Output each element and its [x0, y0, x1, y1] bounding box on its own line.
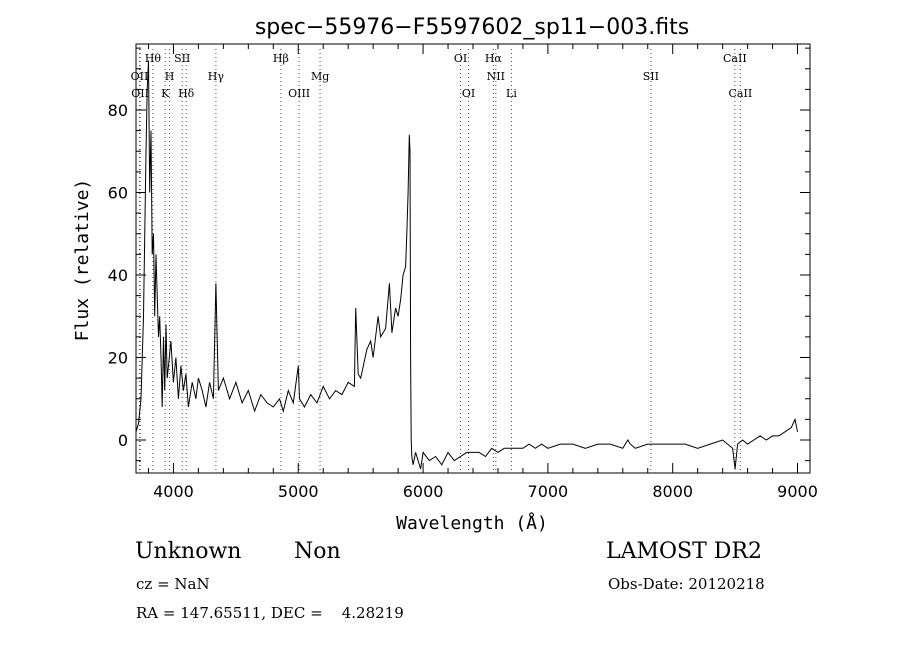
y-axis-ticks: 0 20 40 60 80 [108, 47, 810, 462]
line-marker-label: OI [454, 52, 467, 65]
x-tick-label: 5000 [278, 482, 319, 501]
line-marker-label: Hθ [145, 52, 162, 65]
line-marker-label: OI [462, 87, 475, 100]
x-tick-label: 9000 [777, 482, 818, 501]
survey-name: LAMOST DR2 [606, 539, 762, 564]
line-marker-label: K [161, 87, 170, 100]
y-tick-label: 0 [118, 431, 128, 450]
y-tick-label: 80 [108, 101, 128, 120]
line-marker-label: OIII [288, 87, 310, 100]
line-markers [138, 49, 741, 473]
spectrum-line [135, 60, 798, 470]
line-marker-label: SII [643, 70, 659, 83]
line-marker-label: Mg [311, 70, 329, 83]
line-marker-label: NII [487, 70, 505, 83]
object-class: Unknown [135, 539, 242, 564]
y-tick-label: 60 [108, 184, 128, 203]
x-axis-ticks: 4000 5000 6000 7000 8000 9000 [147, 44, 818, 501]
y-tick-label: 20 [108, 349, 128, 368]
cz-value: cz = NaN [136, 575, 210, 593]
object-subclass: Non [294, 539, 341, 564]
ra-dec: RA = 147.65511, DEC = 4.28219 [136, 604, 404, 622]
line-marker-label: Hα [485, 52, 503, 65]
plot-frame [135, 43, 811, 474]
obs-date: Obs-Date: 20120218 [608, 575, 765, 593]
line-marker-label: Li [506, 87, 517, 100]
y-tick-label: 40 [108, 266, 128, 285]
x-tick-label: 8000 [652, 482, 693, 501]
x-axis-label: Wavelength (Å) [396, 512, 548, 534]
line-marker-label: Hβ [273, 52, 289, 65]
line-marker-label: H [165, 70, 175, 83]
x-tick-label: 6000 [403, 482, 444, 501]
line-marker-label: OII [131, 70, 149, 83]
line-marker-label: SII [174, 52, 190, 65]
y-axis-label: Flux (relative) [72, 179, 93, 342]
line-marker-label: Hγ [208, 70, 225, 83]
line-marker-label: CaII [723, 52, 747, 65]
x-tick-label: 4000 [153, 482, 194, 501]
x-tick-label: 7000 [528, 482, 569, 501]
line-marker-label: CaII [729, 87, 753, 100]
line-marker-labels: OIIOIIHθKHSIIHδHγHβOIIIMgOIOIHαNIILiSIIC… [131, 52, 753, 100]
chart-title: spec−55976−F5597602_sp11−003.fits [255, 15, 689, 40]
line-marker-label: Hδ [178, 87, 195, 100]
